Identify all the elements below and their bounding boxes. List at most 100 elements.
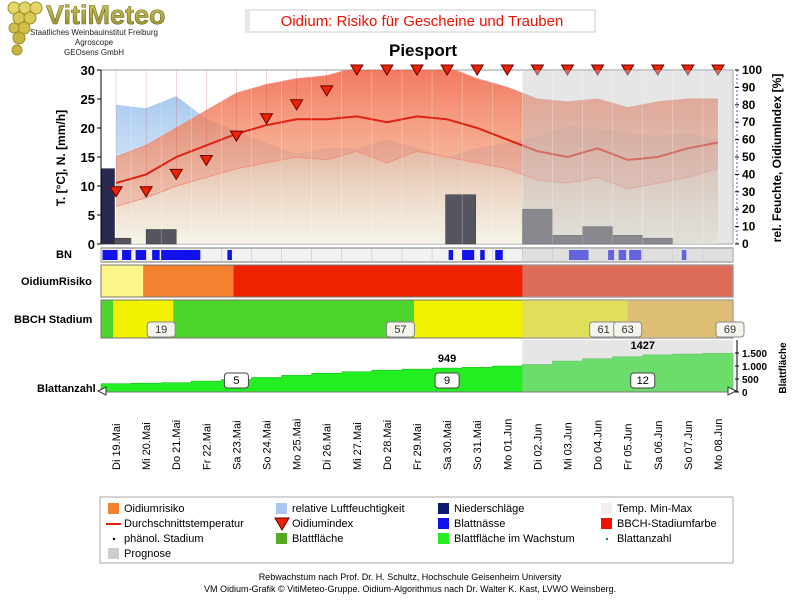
oidium-index-marker bbox=[620, 64, 635, 76]
oidium-index-marker bbox=[530, 64, 545, 76]
chart-subtitle: Oidium: Risiko für Gescheine und Trauben bbox=[281, 13, 564, 30]
oidium-index-marker bbox=[349, 64, 364, 76]
legend-item: Blattfläche im Wachstum bbox=[438, 533, 575, 545]
temp-minmax-band bbox=[116, 70, 718, 207]
date-label: Sa 30.Mai bbox=[442, 420, 454, 470]
legend-swatch bbox=[274, 517, 290, 531]
right-axis-tick-label: 80 bbox=[742, 98, 756, 112]
date-label: Mi 20.Mai bbox=[141, 422, 153, 470]
bbch-row: 19 57 61 63 69 bbox=[100, 299, 745, 339]
legend-swatch bbox=[601, 503, 612, 514]
legend-label: Niederschläge bbox=[454, 503, 524, 515]
leaf-area-callout: 949 bbox=[438, 353, 456, 365]
leaf-count-box bbox=[434, 372, 460, 389]
oidium-index-marker bbox=[590, 64, 605, 76]
temp-min-line bbox=[115, 150, 719, 207]
leaf-count-box bbox=[630, 372, 656, 389]
oidium-index-marker bbox=[199, 154, 214, 167]
scroll-left-icon[interactable] bbox=[96, 386, 107, 396]
legend-swatch bbox=[276, 503, 287, 514]
legend-item: Prognose bbox=[108, 548, 171, 560]
leaf-area-axis-label: Blattfläche bbox=[778, 342, 789, 394]
legend-item: Oidiumrisiko bbox=[108, 503, 185, 515]
date-label: Di 02.Jun bbox=[532, 424, 544, 470]
right-axis-tick-label: 40 bbox=[742, 167, 756, 181]
left-axis-tick-label: 0 bbox=[88, 237, 95, 252]
right-axis-tick-label: 20 bbox=[742, 202, 756, 216]
right-axis-label: rel. Feuchte, OidiumIndex [%] bbox=[770, 74, 784, 243]
left-axis-tick-label: 15 bbox=[81, 150, 95, 165]
legend-swatch bbox=[108, 503, 119, 514]
legend-item: relative Luftfeuchtigkeit bbox=[276, 503, 405, 515]
leaf-wetness-segment bbox=[135, 250, 147, 260]
date-label: Do 28.Mai bbox=[382, 420, 394, 470]
oidium-risk-row bbox=[100, 264, 734, 298]
leaf-count-text: 5 bbox=[233, 375, 239, 387]
risk-border bbox=[100, 264, 734, 298]
bbch-label-text: 57 bbox=[394, 324, 406, 336]
legend-swatch bbox=[112, 537, 116, 541]
leaf-wetness-segment bbox=[618, 250, 627, 260]
legend-label: BBCH-Stadiumfarbe bbox=[617, 518, 717, 530]
leaf-area-row: 949 1427 5 9 12 bbox=[96, 340, 738, 396]
leaf-wetness-segment bbox=[122, 250, 132, 260]
oidium-risk-segment bbox=[233, 265, 733, 297]
legend-label: Durchschnittstemperatur bbox=[124, 518, 244, 530]
main-plot bbox=[100, 64, 734, 245]
leaf-area-callout: 1427 bbox=[630, 340, 654, 352]
date-label: Sa 23.Mai bbox=[231, 420, 243, 470]
oidium-risk-segment bbox=[101, 265, 144, 297]
legend-label: relative Luftfeuchtigkeit bbox=[292, 503, 405, 515]
row-label-oidium-risk: OidiumRisiko bbox=[21, 276, 92, 288]
legend-label: Oidiumrisiko bbox=[124, 503, 185, 515]
org-line-3: GEOsens GmbH bbox=[64, 48, 124, 57]
bn-forecast-overlay bbox=[522, 248, 733, 262]
oidium-index-marker bbox=[560, 64, 575, 76]
leaf-area-fill bbox=[100, 353, 734, 393]
legend: Oidiumrisiko relative Luftfeuchtigkeit Nie… bbox=[99, 496, 734, 564]
legend-swatch bbox=[601, 518, 612, 529]
footer-line-2: VM Oidium-Grafik © VitiMeteo-Gruppe. Oid… bbox=[204, 584, 616, 594]
leaf-wetness-segment bbox=[102, 250, 118, 260]
bbch-label-text: 19 bbox=[155, 324, 167, 336]
leaf-count-text: 12 bbox=[637, 375, 649, 387]
leaf-forecast-overlay bbox=[522, 340, 733, 392]
logo-text: VitiMeteo bbox=[46, 0, 166, 30]
leaf-axis-tick-label: 500 bbox=[742, 375, 759, 386]
oidium-index-marker bbox=[139, 186, 154, 198]
bbch-label-box bbox=[613, 321, 643, 338]
date-label: Do 04.Jun bbox=[593, 420, 605, 470]
legend-swatch bbox=[605, 537, 609, 541]
leaf-wetness-segment bbox=[480, 250, 485, 260]
date-label: Fr 29.Mai bbox=[412, 424, 424, 470]
row-label-bn: BN bbox=[56, 249, 72, 261]
bbch-label-box bbox=[715, 321, 745, 338]
oidium-index-marker bbox=[650, 64, 665, 76]
left-axis-tick-label: 25 bbox=[81, 92, 95, 107]
legend-item: Oidiumindex bbox=[274, 517, 354, 531]
left-axis-tick-label: 10 bbox=[81, 179, 95, 194]
leaf-wetness-segment bbox=[629, 250, 642, 260]
legend-swatch bbox=[438, 533, 449, 544]
footer-line-1: Rebwachstum nach Prof. Dr. H. Schultz, H… bbox=[259, 572, 562, 582]
oidium-index-marker bbox=[410, 64, 424, 76]
oidium-index-marker bbox=[470, 64, 485, 76]
leaf-count-box bbox=[223, 372, 249, 389]
right-axis-tick-label: 90 bbox=[742, 80, 756, 94]
legend-item: BBCH-Stadiumfarbe bbox=[601, 518, 717, 530]
legend-label: Blattnässe bbox=[454, 518, 505, 530]
right-axis-tick-label: 100 bbox=[742, 63, 762, 77]
oidium-index-marker bbox=[229, 130, 244, 143]
date-label: Mo 01.Jun bbox=[502, 419, 514, 470]
location-title: Piesport bbox=[389, 41, 457, 60]
scroll-right-icon[interactable] bbox=[727, 386, 738, 396]
date-label: Mo 08.Jun bbox=[713, 419, 725, 470]
precipitation-bar bbox=[114, 237, 132, 245]
right-axis-tick-label: 60 bbox=[742, 133, 756, 147]
legend-label: Blattfläche im Wachstum bbox=[454, 533, 575, 545]
leaf-axis-tick-label: 1.000 bbox=[742, 362, 767, 373]
oidium-index-marker bbox=[169, 168, 184, 181]
leaf-count-text: 9 bbox=[444, 375, 450, 387]
risk-forecast-overlay bbox=[522, 265, 733, 297]
